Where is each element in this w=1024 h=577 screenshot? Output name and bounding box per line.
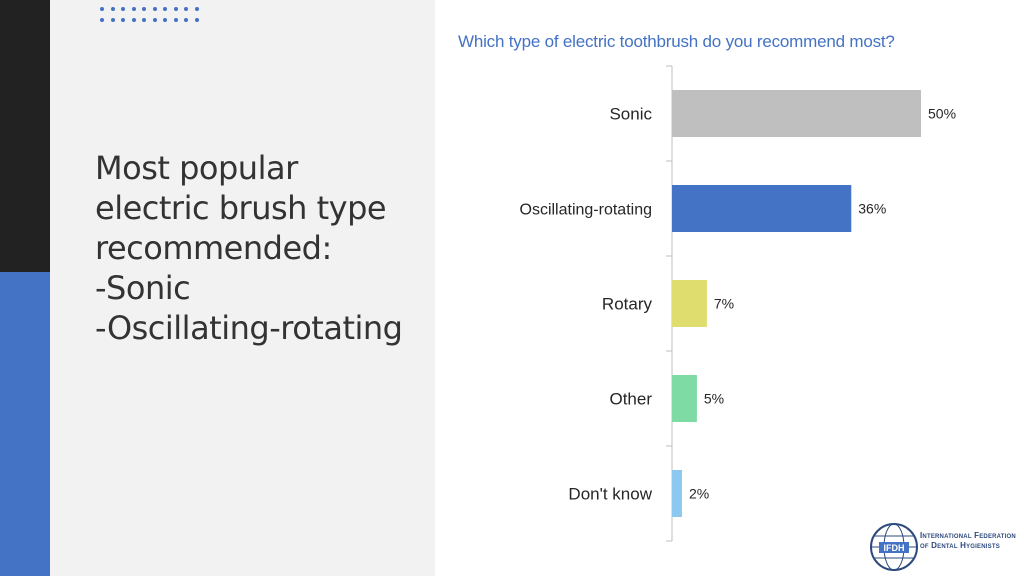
decorative-dot [100,7,104,11]
chart-title: Which type of electric toothbrush do you… [458,32,895,51]
decorative-dot [173,18,178,22]
decorative-dot [110,7,115,11]
category-label: Rotary [602,295,653,314]
decorative-dot [110,18,115,22]
decorative-dot [121,7,125,11]
decorative-dot [142,7,146,11]
category-label: Don't know [568,485,652,504]
decorative-dot [163,18,167,22]
dot-pattern [100,5,210,29]
value-label: 2% [689,486,709,502]
globe-icon: IFDH [870,523,918,571]
bar [672,375,697,422]
decorative-dot [184,7,188,11]
decorative-dot [131,18,136,22]
bar-chart: Sonic 50% Oscillating-rotating 36% Rotary 7% O… [520,65,956,542]
side-strip-dark [0,0,50,272]
decorative-dot [194,7,199,11]
value-label: 36% [858,201,886,217]
left-panel [50,0,435,576]
value-label: 7% [714,296,734,312]
decorative-dot [131,7,136,11]
category-label: Oscillating-rotating [520,202,653,219]
decorative-dot [173,7,178,11]
value-label: 50% [928,106,956,122]
bar [672,90,921,137]
decorative-dot [152,18,157,22]
bar [672,470,682,517]
logo-name: International Federation of Dental Hygie… [920,531,1016,551]
logo-mark-text: IFDH [884,543,905,553]
logo-name-line1: International Federation [920,531,1016,540]
decorative-dot [194,18,199,22]
decorative-dot [100,18,104,22]
side-strip-blue [0,272,50,576]
bar [672,280,707,327]
logo-name-line2: of Dental Hygienists [920,541,1000,550]
decorative-dot [184,18,188,22]
slide-headline: Most popular electric brush type recomme… [95,149,403,347]
value-label: 5% [704,391,724,407]
decorative-dot [152,7,157,11]
decorative-dot [142,18,146,22]
decorative-dot [121,18,125,22]
category-label: Other [609,390,652,409]
bar [672,185,852,232]
category-label: Sonic [609,105,652,124]
ifdh-logo: IFDH International Federation of Dental … [868,522,1018,572]
decorative-dot [163,7,167,11]
